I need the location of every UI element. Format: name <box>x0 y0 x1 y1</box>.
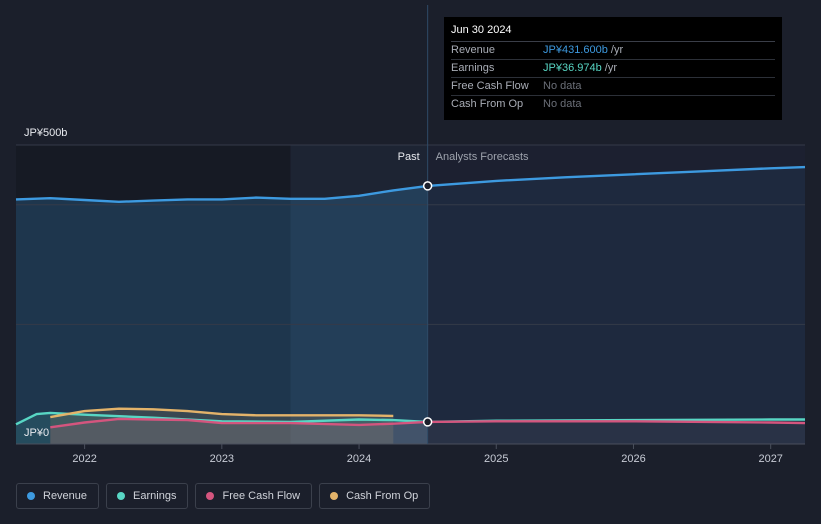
tooltip-row-free-cash-flow: Free Cash Flow No data <box>451 78 775 96</box>
tooltip-label: Revenue <box>451 44 496 56</box>
tooltip-value: No data <box>543 98 582 110</box>
legend-item-earnings[interactable]: Earnings <box>106 483 189 509</box>
cash-from-op-line <box>50 407 394 419</box>
x-tick-label: 2022 <box>72 453 96 465</box>
y-axis-bottom-label: JP¥0 <box>24 427 49 439</box>
tooltip-label: Free Cash Flow <box>451 80 529 92</box>
legend-label: Free Cash Flow <box>222 490 301 502</box>
tooltip-row-earnings: Earnings JP¥36.974b /yr <box>451 60 775 78</box>
tooltip-value: JP¥431.600b /yr <box>543 44 624 56</box>
tooltip-row-revenue: Revenue JP¥431.600b /yr <box>451 42 775 60</box>
legend-item-cash-from-op[interactable]: Cash From Op <box>319 483 431 509</box>
legend-item-free-cash-flow[interactable]: Free Cash Flow <box>195 483 313 509</box>
revenue-forecast-line <box>427 165 806 188</box>
tooltip-date: Jun 30 2024 <box>451 23 775 42</box>
tooltip: Jun 30 2024 Revenue JP¥431.600b /yr Earnin… <box>444 17 782 120</box>
legend-dot-icon <box>330 492 339 500</box>
past-background <box>16 145 291 444</box>
legend-label: Revenue <box>43 490 88 502</box>
free-cash-flow-line <box>50 417 428 429</box>
legend-item-revenue[interactable]: Revenue <box>16 483 100 509</box>
x-tick-label: 2027 <box>758 453 782 465</box>
legend-dot-icon <box>206 492 215 500</box>
free-cash-flow-forecast-line <box>427 420 806 425</box>
earnings-marker <box>422 417 433 427</box>
revenue-forecast-area <box>427 167 805 444</box>
x-tick-label: 2023 <box>210 453 234 465</box>
x-tick-label: 2025 <box>484 453 508 465</box>
forecast-label: Analysts Forecasts <box>436 151 529 163</box>
legend-label: Cash From Op <box>346 490 419 502</box>
tooltip-value: No data <box>543 80 582 92</box>
tooltip-value: JP¥36.974b /yr <box>543 62 617 74</box>
revenue-marker <box>422 181 433 191</box>
legend-dot-icon <box>27 492 35 500</box>
revenue-line <box>15 184 428 203</box>
free-cash-flow-forecast-area <box>427 421 805 444</box>
earnings-forecast-area <box>427 419 805 444</box>
y-axis-top-label: JP¥500b <box>24 127 67 139</box>
earnings-area <box>16 412 428 444</box>
legend-label: Earnings <box>133 490 177 502</box>
tooltip-row-cash-from-op: Cash From Op No data <box>451 96 775 113</box>
past-label: Past <box>398 151 420 163</box>
x-tick-label: 2026 <box>621 453 645 465</box>
tooltip-label: Cash From Op <box>451 98 524 110</box>
revenue-area <box>16 185 428 444</box>
x-tick-label: 2024 <box>347 453 371 465</box>
legend: Revenue Earnings Free Cash Flow Cash From O… <box>16 483 431 509</box>
forecast-background <box>427 145 805 444</box>
tooltip-label: Earnings <box>451 62 495 74</box>
legend-dot-icon <box>117 492 126 500</box>
